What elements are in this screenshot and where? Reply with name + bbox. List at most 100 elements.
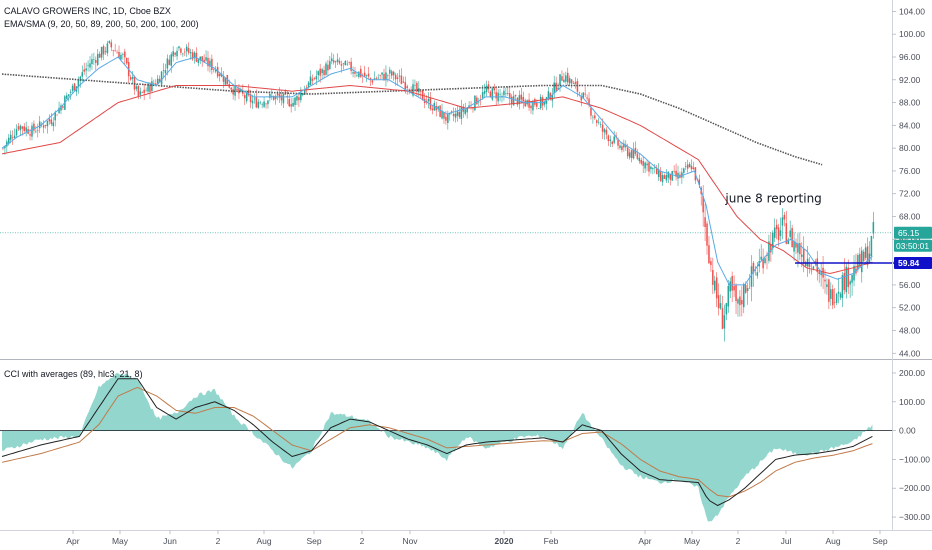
candle-body	[619, 145, 621, 148]
candle-body	[414, 84, 416, 86]
candle-body	[739, 296, 741, 306]
candle-body	[812, 266, 815, 269]
candle-body	[214, 69, 217, 72]
candle-body	[721, 308, 724, 329]
candle-body	[485, 85, 488, 93]
candle-body	[677, 172, 679, 179]
candle-body	[586, 97, 588, 99]
candle-body	[692, 167, 695, 170]
candle-body	[644, 162, 646, 169]
candle-body	[182, 53, 184, 55]
candle-body	[534, 99, 536, 105]
cci-tick-label: −300.00	[899, 512, 930, 522]
candle-body	[570, 79, 573, 84]
candle-body	[342, 63, 345, 64]
candle-body	[118, 51, 120, 59]
candle-body	[514, 94, 517, 97]
candle-body	[603, 129, 606, 133]
candle-body	[95, 60, 97, 63]
candle-body	[756, 272, 759, 276]
candle-body	[862, 251, 865, 262]
candle-body	[576, 81, 579, 92]
candle-body	[617, 139, 619, 146]
cci-legend[interactable]: CCI with averages (89, hlc3, 21, 8)	[4, 369, 143, 379]
candle-body	[775, 224, 778, 230]
candle-body	[870, 236, 873, 257]
price-tick-label: 84.00	[899, 120, 921, 130]
candle-body	[512, 96, 515, 106]
price-tick-label: 64.00	[899, 234, 921, 244]
candle-body	[508, 93, 511, 99]
candle-body	[476, 97, 478, 105]
candle-body	[232, 89, 234, 95]
price-tick-label: 80.00	[899, 143, 921, 153]
candle-body	[851, 274, 853, 283]
price-axis[interactable]: 104.00 100.00 96.00 92.00 88.00 84.00 80.00 76.…	[892, 6, 925, 358]
candle-body	[770, 243, 772, 253]
candle-body	[752, 262, 755, 274]
candle-body	[35, 131, 37, 133]
candle-body	[772, 232, 774, 248]
candle-body	[245, 92, 248, 102]
cci-tick-label: 0.00	[899, 426, 916, 436]
cci-pane	[0, 373, 892, 522]
candle-body	[73, 83, 76, 91]
candle-body	[522, 97, 525, 102]
candle-body	[296, 96, 298, 101]
candle-body	[655, 167, 658, 175]
candle-body	[493, 87, 496, 91]
candle-body	[302, 93, 304, 96]
chart-title[interactable]: CALAVO GROWERS INC, 1D, Cboe BZX	[4, 6, 171, 16]
candle-body	[139, 91, 142, 95]
june-8-reporting-annotation[interactable]: june 8 reporting	[724, 191, 821, 205]
time-axis[interactable]: Apr May Jun 2 Aug Sep 2 Nov 2020 Feb Apr May 2 Jul Aug…	[66, 530, 888, 546]
candle-body	[516, 97, 519, 105]
time-tick-label: Jun	[163, 536, 177, 546]
candle-body	[19, 125, 22, 131]
time-tick-label: May	[684, 536, 701, 546]
candle-body	[358, 71, 360, 78]
candle-body	[684, 166, 687, 167]
ema-sma-legend[interactable]: EMA/SMA (9, 20, 50, 89, 200, 50, 200, 10…	[4, 19, 199, 29]
candle-body	[646, 163, 648, 166]
cci-area	[2, 373, 873, 522]
candle-body	[203, 59, 205, 63]
candle-body	[309, 76, 312, 85]
candle-body	[830, 289, 832, 299]
candle-body	[334, 61, 337, 63]
candle-body	[510, 96, 513, 104]
candle-body	[367, 73, 370, 77]
price-tick-label: 52.00	[899, 303, 921, 313]
candle-body	[209, 60, 211, 67]
candle-body	[222, 76, 225, 82]
candle-body	[60, 105, 62, 111]
candle-body	[837, 291, 840, 294]
candle-body	[265, 103, 267, 105]
cci-axis[interactable]: 200.00 100.00 0.00 −100.00 −200.00 −300.00	[892, 368, 930, 522]
candle-body	[743, 284, 745, 308]
price-tick-label: 76.00	[899, 166, 921, 176]
candle-body	[690, 165, 693, 170]
candle-body	[321, 69, 323, 74]
candle-body	[503, 90, 505, 96]
ema-mid-line	[1, 84, 873, 275]
candle-body	[263, 101, 265, 107]
time-tick-label: Aug	[825, 536, 840, 546]
candle-body	[346, 63, 349, 65]
candle-body	[205, 57, 207, 61]
candle-body	[166, 58, 169, 69]
candle-body	[216, 66, 219, 77]
candle-body	[596, 120, 598, 123]
candle-body	[611, 141, 614, 144]
candle-body	[466, 108, 468, 113]
candle-body	[141, 91, 143, 93]
candle-body	[369, 78, 372, 80]
candle-body	[251, 100, 254, 104]
candle-body	[418, 88, 420, 93]
candle-body	[261, 104, 263, 106]
candle-body	[669, 173, 672, 180]
candle-body	[636, 153, 639, 159]
candle-body	[354, 71, 356, 74]
candle-body	[847, 267, 849, 288]
candle-body	[363, 72, 366, 77]
